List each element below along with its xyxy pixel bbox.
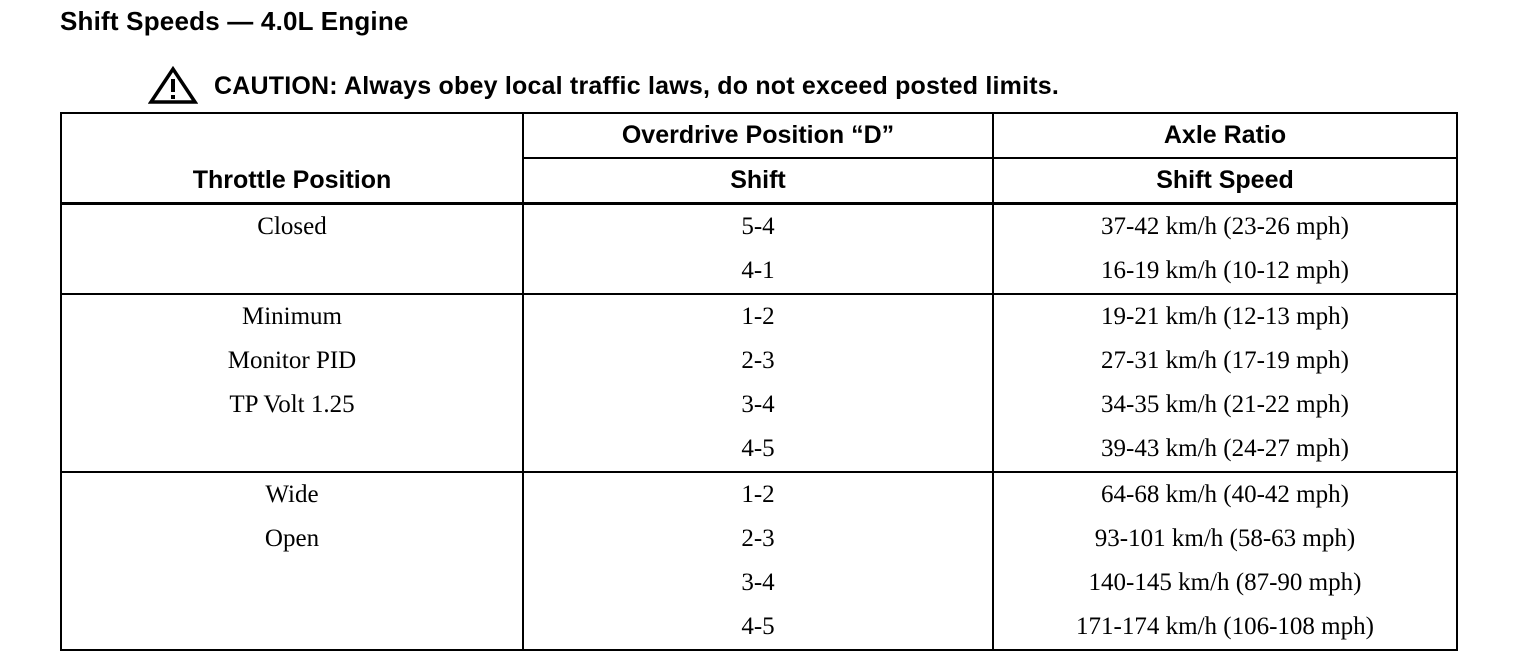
shift-cell: 2-3 — [522, 339, 993, 383]
shift-cell: 5-4 — [522, 203, 993, 249]
speed-cell: 34-35 km/h (21-22 mph) — [992, 383, 1457, 427]
header-shift-speed: Shift Speed — [992, 158, 1457, 205]
caution-note: CAUTION: Always obey local traffic laws,… — [148, 66, 1059, 106]
throttle-cell — [61, 249, 523, 294]
shift-cell: 3-4 — [522, 561, 993, 605]
shift-cell: 4-1 — [522, 249, 993, 294]
table-row: Open 2-3 93-101 km/h (58-63 mph) — [61, 517, 1457, 561]
speed-cell: 39-43 km/h (24-27 mph) — [992, 427, 1457, 472]
table-row: Minimum 1-2 19-21 km/h (12-13 mph) — [61, 294, 1457, 339]
throttle-cell: Wide — [265, 481, 319, 508]
header-row-bottom: Shift Shift Speed — [61, 158, 1457, 205]
shift-cell: 1-2 — [522, 472, 993, 517]
throttle-group-wide-open: Wide 1-2 64-68 km/h (40-42 mph) Open 2-3… — [61, 472, 1457, 650]
shift-cell: 3-4 — [522, 383, 993, 427]
table-row: 4-1 16-19 km/h (10-12 mph) — [61, 249, 1457, 294]
header-overdrive-position: Overdrive Position “D” — [522, 113, 993, 159]
throttle-cell: Open — [264, 525, 320, 552]
warning-triangle-icon — [148, 66, 198, 106]
table-row: Closed 5-4 37-42 km/h (23-26 mph) — [61, 203, 1457, 249]
shift-cell: 1-2 — [522, 294, 993, 339]
speed-cell: 93-101 km/h (58-63 mph) — [992, 517, 1457, 561]
shift-cell: 4-5 — [522, 427, 993, 472]
table-row: TP Volt 1.25 3-4 34-35 km/h (21-22 mph) — [61, 383, 1457, 427]
header-axle-ratio: Axle Ratio — [992, 113, 1457, 159]
shift-cell: 4-5 — [522, 605, 993, 650]
throttle-cell — [61, 561, 523, 605]
table-row: 3-4 140-145 km/h (87-90 mph) — [61, 561, 1457, 605]
header-throttle-position: Throttle Position — [61, 113, 523, 205]
speed-cell: 27-31 km/h (17-19 mph) — [992, 339, 1457, 383]
throttle-group-minimum: Minimum 1-2 19-21 km/h (12-13 mph) Monit… — [61, 294, 1457, 472]
header-shift: Shift — [522, 158, 993, 205]
header-row-top: Throttle Position Overdrive Position “D”… — [61, 113, 1457, 205]
table-row: 4-5 171-174 km/h (106-108 mph) — [61, 605, 1457, 650]
caution-text: CAUTION: Always obey local traffic laws,… — [214, 71, 1060, 100]
table-row: Monitor PID 2-3 27-31 km/h (17-19 mph) — [61, 339, 1457, 383]
speed-cell: 37-42 km/h (23-26 mph) — [992, 203, 1457, 249]
throttle-cell: Monitor PID — [227, 347, 357, 374]
table-row: Wide 1-2 64-68 km/h (40-42 mph) — [61, 472, 1457, 517]
speed-cell: 16-19 km/h (10-12 mph) — [992, 249, 1457, 294]
throttle-cell: TP Volt 1.25 — [229, 391, 355, 418]
speed-cell: 19-21 km/h (12-13 mph) — [992, 294, 1457, 339]
throttle-group-closed: Closed 5-4 37-42 km/h (23-26 mph) 4-1 16… — [61, 203, 1457, 294]
table-header: Throttle Position Overdrive Position “D”… — [61, 113, 1457, 205]
shift-speeds-table: Throttle Position Overdrive Position “D”… — [60, 112, 1458, 651]
speed-cell: 140-145 km/h (87-90 mph) — [992, 561, 1457, 605]
throttle-cell: Minimum — [241, 303, 342, 330]
page-title: Shift Speeds — 4.0L Engine — [60, 6, 409, 36]
shift-cell: 2-3 — [522, 517, 993, 561]
throttle-cell — [61, 427, 523, 472]
throttle-cell: Closed — [257, 213, 327, 240]
throttle-cell — [61, 605, 523, 650]
speed-cell: 64-68 km/h (40-42 mph) — [992, 472, 1457, 517]
table-row: 4-5 39-43 km/h (24-27 mph) — [61, 427, 1457, 472]
speed-cell: 171-174 km/h (106-108 mph) — [992, 605, 1457, 650]
